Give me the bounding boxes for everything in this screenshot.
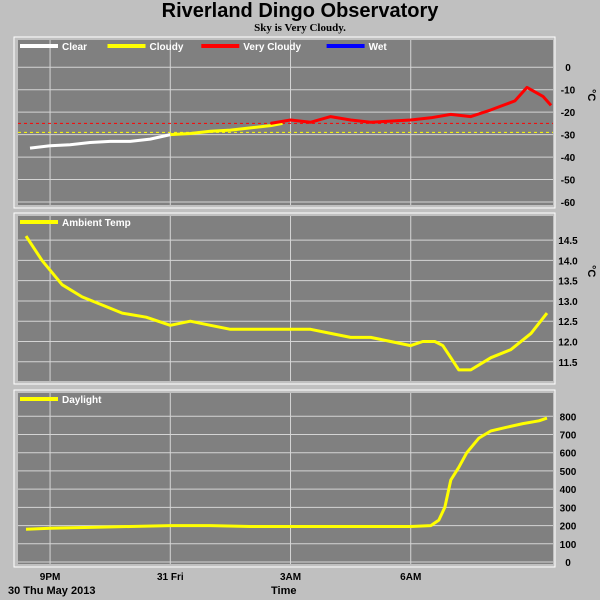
series-line — [270, 85, 553, 125]
y-tick-label: 500 — [560, 467, 577, 478]
series-line — [29, 133, 171, 150]
y-tick-label: 400 — [560, 485, 577, 496]
plot-area — [18, 40, 553, 205]
legend-label: Wet — [369, 42, 388, 53]
plot-area — [18, 393, 553, 564]
y-tick-label: 100 — [560, 540, 577, 551]
series-line — [25, 416, 548, 531]
y-tick-label: -40 — [561, 153, 576, 164]
y-tick-label: -20 — [561, 108, 576, 119]
y-tick-label: 800 — [560, 412, 577, 423]
legend-label: Daylight — [62, 395, 102, 406]
y-tick-label: 14.0 — [558, 256, 578, 267]
y-axis-label: °C — [585, 89, 597, 101]
y-tick-label: 13.5 — [558, 277, 578, 288]
y-tick-label: 0 — [565, 558, 571, 569]
y-tick-label: 14.5 — [558, 236, 578, 247]
x-tick-label: 9PM — [40, 572, 61, 583]
series-line — [24, 235, 549, 372]
chart-subtitle: Sky is Very Cloudy. — [254, 22, 346, 34]
legend-label: Cloudy — [150, 42, 184, 53]
y-tick-label: -60 — [561, 198, 576, 209]
y-tick-label: -30 — [561, 131, 576, 142]
x-tick-label: 31 Fri — [157, 572, 184, 583]
chart-title: Riverland Dingo Observatory — [161, 0, 439, 22]
y-tick-label: 700 — [560, 431, 577, 442]
y-tick-label: 0 — [565, 63, 571, 74]
y-tick-label: 200 — [560, 522, 577, 533]
series-line — [170, 121, 283, 137]
legend-label: Very Cloudy — [243, 42, 301, 53]
x-tick-label: 6AM — [400, 572, 421, 583]
y-tick-label: -10 — [561, 86, 576, 97]
footer-date: 30 Thu May 2013 — [8, 585, 96, 597]
y-tick-label: 600 — [560, 449, 577, 460]
x-tick-label: 3AM — [280, 572, 301, 583]
plot-area — [18, 216, 553, 381]
y-tick-label: 11.5 — [559, 358, 578, 369]
y-tick-label: 12.0 — [558, 338, 578, 349]
y-tick-label: 13.0 — [558, 297, 578, 308]
y-tick-label: -50 — [561, 176, 576, 187]
legend-label: Ambient Temp — [62, 218, 131, 229]
y-axis-label: °C — [585, 265, 597, 277]
y-tick-label: 300 — [560, 503, 577, 514]
legend-label: Clear — [62, 42, 87, 53]
y-tick-label: 12.5 — [558, 317, 578, 328]
footer-x-axis-label: Time — [271, 585, 297, 597]
